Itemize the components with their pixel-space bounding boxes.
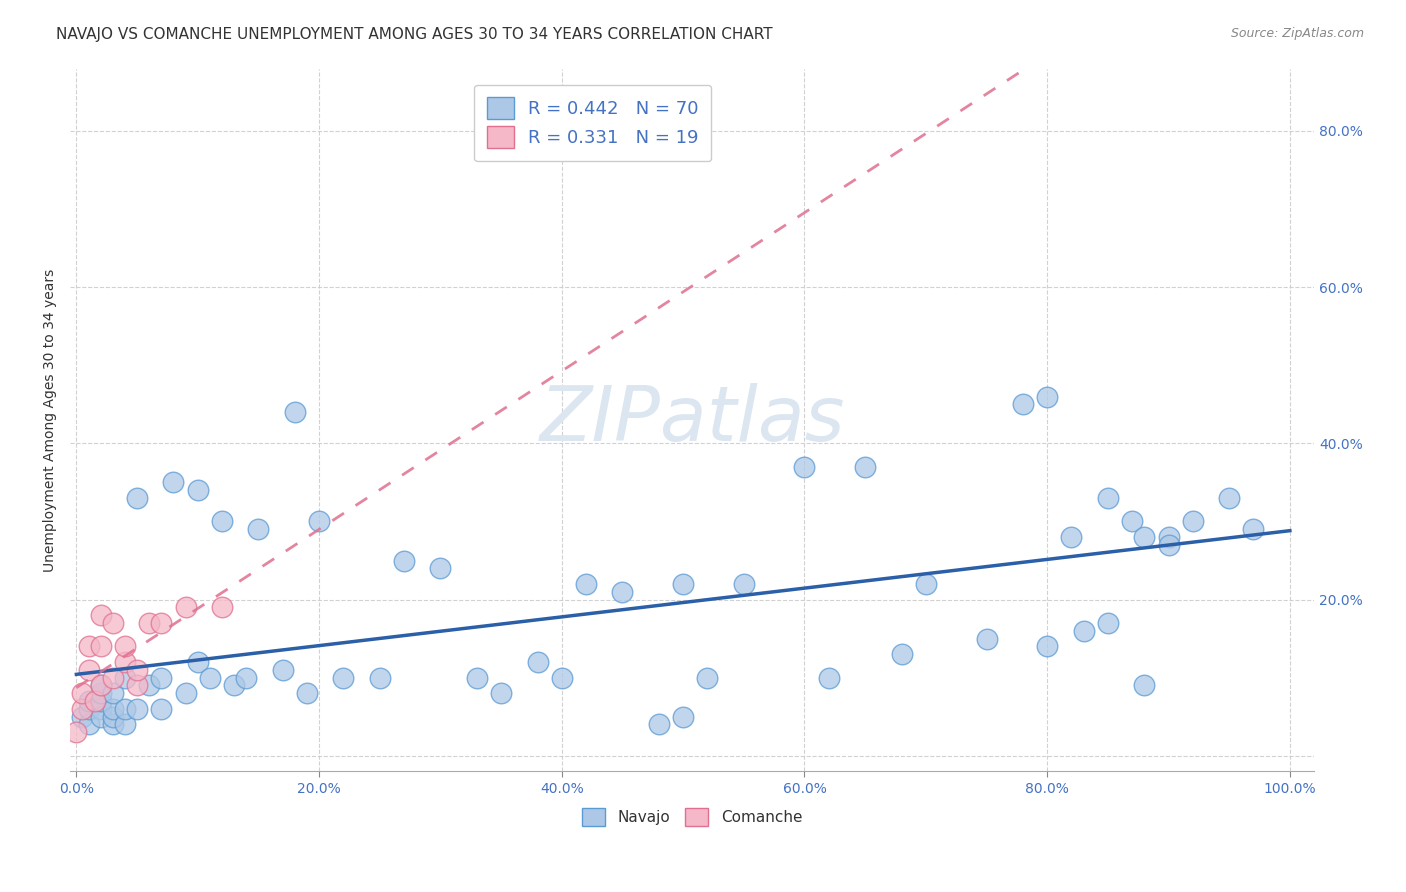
Point: [1133, 678, 1156, 692]
Point: [1012, 397, 1035, 411]
Point: [648, 717, 671, 731]
Point: [77, 694, 100, 708]
Text: NAVAJO VS COMANCHE UNEMPLOYMENT AMONG AGES 30 TO 34 YEARS CORRELATION CHART: NAVAJO VS COMANCHE UNEMPLOYMENT AMONG AG…: [56, 27, 773, 42]
Point: [392, 553, 415, 567]
Point: [77, 640, 100, 654]
Point: [733, 577, 755, 591]
Point: [77, 663, 100, 677]
Point: [90, 678, 112, 692]
Point: [489, 686, 512, 700]
Point: [1097, 491, 1119, 505]
Legend: Navajo, Comanche: Navajo, Comanche: [575, 800, 810, 834]
Point: [271, 663, 294, 677]
Point: [72, 709, 94, 723]
Point: [890, 647, 912, 661]
Point: [77, 702, 100, 716]
Point: [65, 725, 87, 739]
Point: [1060, 530, 1083, 544]
Point: [90, 640, 112, 654]
Point: [187, 655, 209, 669]
Point: [1218, 491, 1240, 505]
Point: [174, 686, 197, 700]
Point: [817, 671, 839, 685]
Point: [551, 671, 574, 685]
Point: [1097, 615, 1119, 630]
Point: [1121, 515, 1143, 529]
Point: [368, 671, 391, 685]
Point: [308, 515, 330, 529]
Point: [224, 678, 246, 692]
Point: [465, 671, 488, 685]
Point: [672, 709, 695, 723]
Point: [101, 717, 124, 731]
Point: [1181, 515, 1204, 529]
Point: [1036, 640, 1059, 654]
Point: [174, 600, 197, 615]
Point: [1133, 530, 1156, 544]
Point: [114, 702, 136, 716]
Point: [150, 615, 173, 630]
Point: [114, 671, 136, 685]
Point: [138, 678, 160, 692]
Point: [150, 702, 173, 716]
Point: [114, 655, 136, 669]
Point: [101, 709, 124, 723]
Point: [72, 686, 94, 700]
Point: [1157, 530, 1180, 544]
Point: [138, 615, 160, 630]
Point: [1036, 390, 1059, 404]
Point: [162, 475, 184, 490]
Point: [672, 577, 695, 591]
Point: [247, 522, 270, 536]
Point: [101, 702, 124, 716]
Point: [90, 694, 112, 708]
Point: [83, 694, 105, 708]
Point: [526, 655, 548, 669]
Point: [125, 702, 148, 716]
Point: [284, 405, 307, 419]
Point: [150, 671, 173, 685]
Y-axis label: Unemployment Among Ages 30 to 34 years: Unemployment Among Ages 30 to 34 years: [44, 268, 58, 572]
Point: [77, 717, 100, 731]
Point: [187, 483, 209, 498]
Point: [853, 459, 876, 474]
Point: [696, 671, 718, 685]
Text: ZIPatlas: ZIPatlas: [540, 383, 845, 457]
Point: [612, 584, 634, 599]
Point: [114, 717, 136, 731]
Point: [1157, 538, 1180, 552]
Point: [295, 686, 318, 700]
Point: [90, 608, 112, 623]
Point: [72, 702, 94, 716]
Point: [101, 671, 124, 685]
Point: [976, 632, 998, 646]
Point: [101, 615, 124, 630]
Point: [90, 678, 112, 692]
Point: [914, 577, 936, 591]
Point: [125, 663, 148, 677]
Point: [1243, 522, 1265, 536]
Point: [235, 671, 257, 685]
Point: [211, 600, 233, 615]
Point: [90, 702, 112, 716]
Point: [575, 577, 598, 591]
Point: [198, 671, 221, 685]
Point: [90, 709, 112, 723]
Point: [332, 671, 354, 685]
Point: [114, 640, 136, 654]
Point: [90, 686, 112, 700]
Point: [101, 686, 124, 700]
Point: [125, 678, 148, 692]
Point: [793, 459, 815, 474]
Point: [211, 515, 233, 529]
Point: [429, 561, 451, 575]
Text: Source: ZipAtlas.com: Source: ZipAtlas.com: [1230, 27, 1364, 40]
Point: [1073, 624, 1095, 638]
Point: [125, 491, 148, 505]
